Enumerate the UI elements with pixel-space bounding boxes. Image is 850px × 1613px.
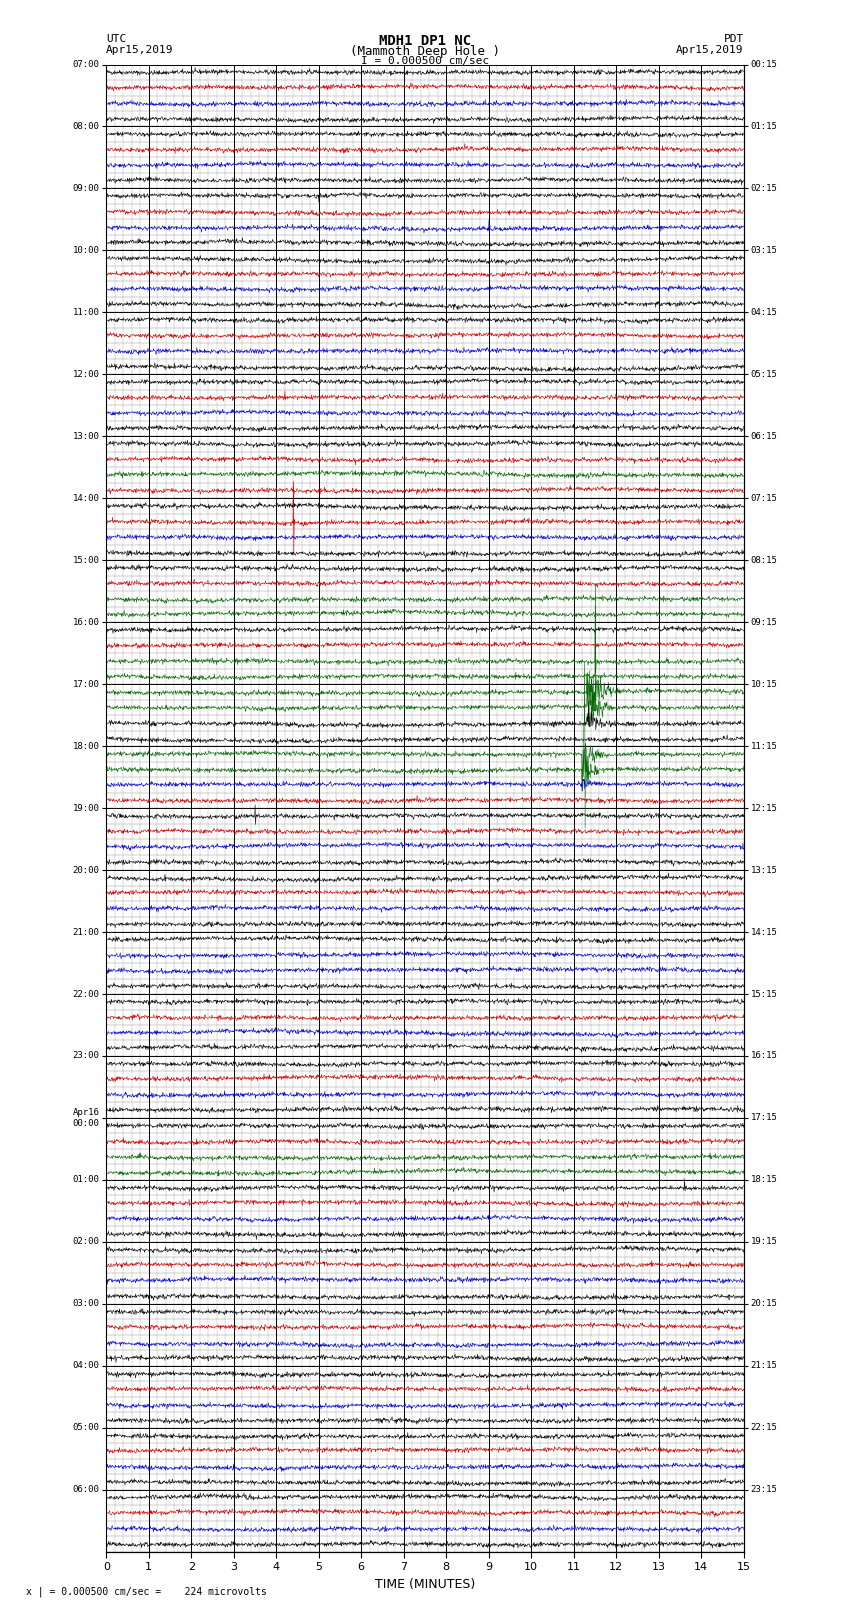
Text: Apr15,2019: Apr15,2019 [106,45,173,55]
Text: UTC: UTC [106,34,127,44]
X-axis label: TIME (MINUTES): TIME (MINUTES) [375,1578,475,1590]
Text: x | = 0.000500 cm/sec =    224 microvolts: x | = 0.000500 cm/sec = 224 microvolts [26,1586,266,1597]
Text: I = 0.000500 cm/sec: I = 0.000500 cm/sec [361,56,489,66]
Text: MDH1 DP1 NC: MDH1 DP1 NC [379,34,471,48]
Text: PDT: PDT [723,34,744,44]
Text: Apr15,2019: Apr15,2019 [677,45,744,55]
Text: (Mammoth Deep Hole ): (Mammoth Deep Hole ) [350,45,500,58]
